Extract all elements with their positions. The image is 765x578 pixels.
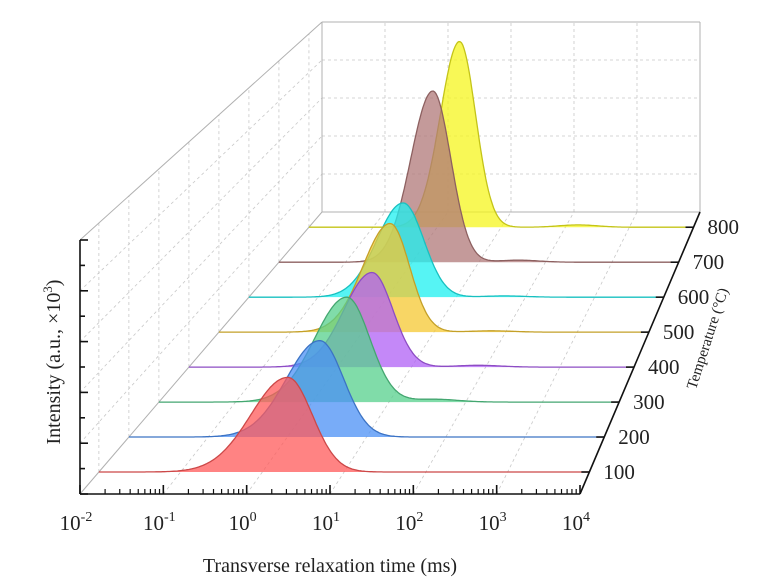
x-tick-exponent: 3 [500, 510, 507, 525]
axes [79, 211, 701, 495]
z-tick-label-200: 200 [618, 425, 650, 449]
x-tick-base: 10 [479, 511, 500, 535]
x-tick-exponent: 4 [583, 510, 590, 525]
z-tick-label-700: 700 [693, 250, 725, 274]
x-tick-label: 10-1 [143, 510, 176, 535]
y-axis-title: Intensity (a.u., ×103) [40, 280, 65, 445]
x-tick-label: 10-2 [60, 510, 93, 535]
left-wall-gridline [79, 173, 323, 444]
series-line-500 [218, 222, 649, 333]
x-tick-base: 10 [312, 511, 333, 535]
x-tick-exponent: 1 [333, 510, 340, 525]
x-tick-base: 10 [562, 511, 583, 535]
x-tick-label: 104 [562, 510, 590, 535]
floor-gridline [412, 211, 575, 495]
z-tick-label-500: 500 [663, 320, 695, 344]
z-tick-label-400: 400 [648, 355, 680, 379]
floor-gridline [496, 211, 638, 495]
z-axis-line [579, 211, 701, 495]
x-tick-exponent: -2 [81, 510, 93, 525]
series-line-800 [308, 40, 694, 228]
series-area-800 [308, 41, 694, 228]
left-wall-gridline [79, 135, 323, 393]
series-line-300 [158, 296, 620, 403]
z-tick-label-800: 800 [708, 215, 740, 239]
x-tick-label: 101 [312, 510, 340, 535]
series-line-700 [278, 90, 679, 263]
x-tick-base: 10 [60, 511, 81, 535]
x-tick-exponent: 0 [250, 510, 257, 525]
x-tick-base: 10 [395, 511, 416, 535]
grid [79, 21, 701, 495]
series-line-600 [248, 202, 664, 298]
x-tick-label: 102 [395, 510, 423, 535]
y-axis-title-end: ) [43, 280, 65, 287]
left-wall-edge [79, 21, 323, 241]
z-tick-label-300: 300 [633, 390, 665, 414]
z-tick-label-100: 100 [603, 460, 635, 484]
x-tick-exponent: -1 [164, 510, 176, 525]
series-line-200 [128, 339, 605, 438]
y-axis-title-main: Intensity (a.u., ×10 [43, 293, 65, 445]
x-tick-label: 100 [229, 510, 257, 535]
x-tick-label: 103 [479, 510, 507, 535]
series-line-400 [188, 271, 634, 368]
x-tick-exponent: 2 [416, 510, 423, 525]
z-tick-label-600: 600 [678, 285, 710, 309]
series-group [98, 40, 694, 473]
x-tick-base: 10 [229, 511, 250, 535]
x-axis-title: Transverse relaxation time (ms) [203, 555, 457, 577]
series-line-100 [98, 376, 590, 473]
y-axis-title-sup: 3 [40, 286, 55, 293]
tick-labels: 10-2 10-1 100 101 102 103 10410020030040050060… [60, 215, 739, 535]
floor-edge [79, 211, 323, 495]
left-wall-gridline [79, 59, 323, 292]
floor-gridline [329, 211, 512, 495]
left-wall-gridline [79, 97, 323, 342]
x-tick-base: 10 [143, 511, 164, 535]
